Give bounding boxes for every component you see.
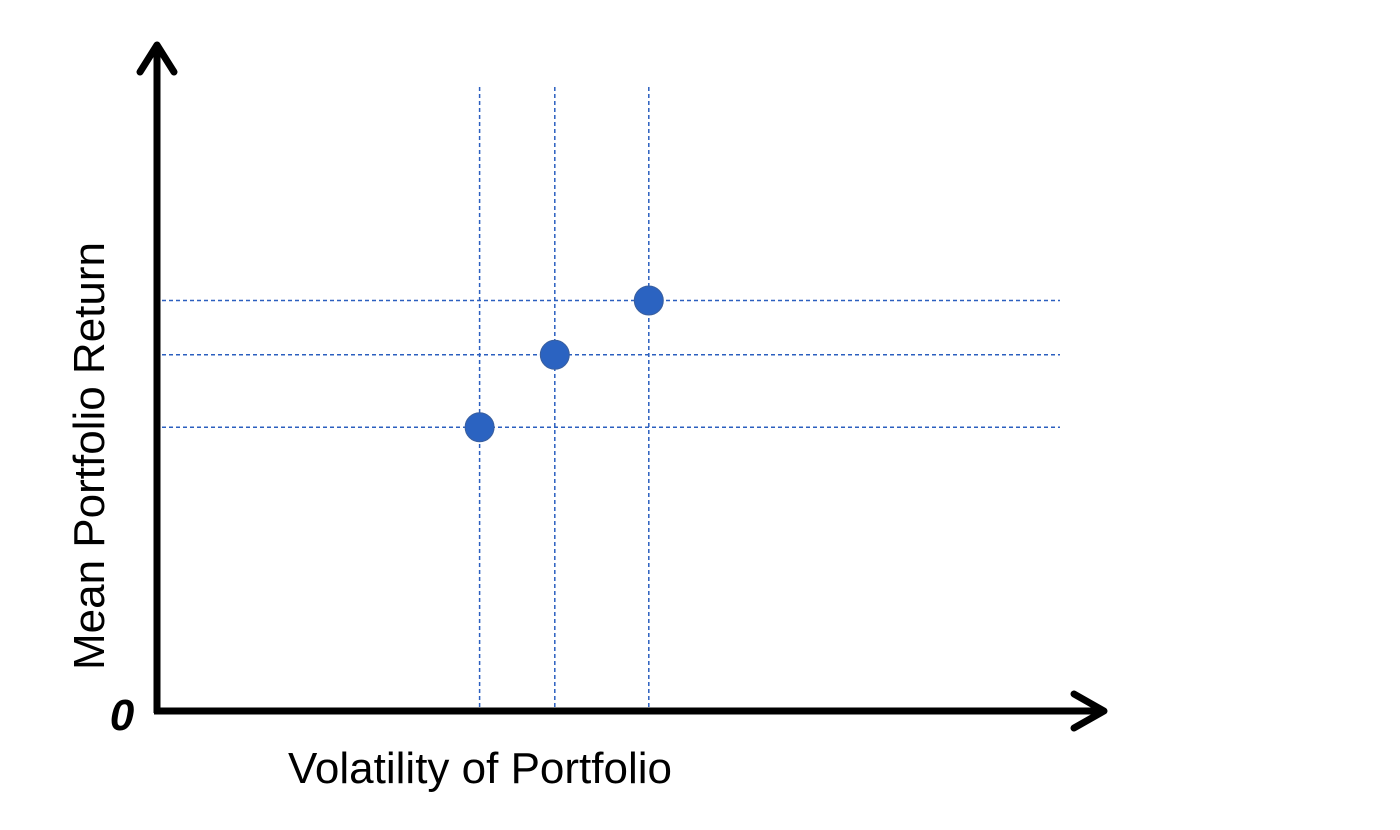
data-point-2 (539, 339, 570, 370)
origin-label: 0 (110, 691, 135, 740)
y-axis-label: Mean Portfolio Return (65, 242, 114, 670)
data-points (464, 285, 664, 443)
data-point-3 (633, 285, 664, 316)
y-axis-arrow-icon (136, 41, 178, 76)
guide-lines (162, 87, 1060, 707)
x-axis-label: Volatility of Portfolio (288, 744, 672, 793)
x-axis-arrow-icon (1070, 690, 1108, 732)
data-point-1 (464, 412, 495, 443)
